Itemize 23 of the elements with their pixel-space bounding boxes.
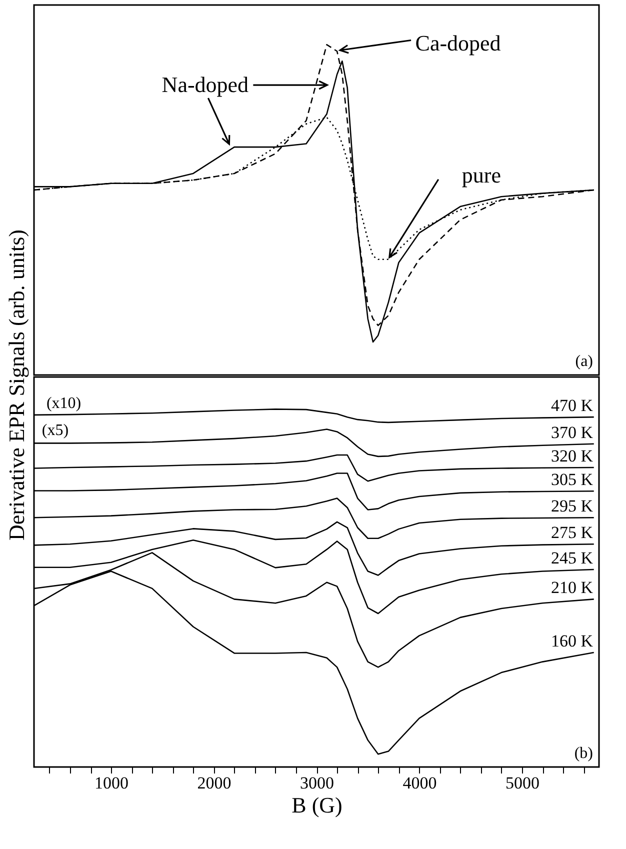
x-tick-label: 5000 bbox=[505, 774, 540, 792]
series-label: 245 K bbox=[550, 548, 594, 568]
y-axis-title: Derivative EPR Signals (arb. units) bbox=[4, 229, 29, 541]
x-tick-label: 4000 bbox=[402, 774, 437, 792]
x-tick-label: 3000 bbox=[300, 774, 334, 792]
series-label: 295 K bbox=[550, 496, 594, 516]
series-label: 320 K bbox=[550, 446, 594, 466]
x-tick-label: 1000 bbox=[94, 774, 129, 792]
series-label: 470 K bbox=[550, 396, 594, 416]
x-tick-label: 2000 bbox=[197, 774, 232, 792]
annotation: Ca-doped bbox=[415, 30, 501, 56]
series-label: 275 K bbox=[550, 523, 594, 542]
x-axis-title: B (G) bbox=[292, 792, 342, 818]
annotation: Na-doped bbox=[162, 72, 249, 98]
series-label: 370 K bbox=[550, 422, 594, 442]
series-label: 160 K bbox=[550, 632, 594, 651]
annotation: (b) bbox=[574, 745, 593, 762]
annotation: (x5) bbox=[42, 422, 69, 440]
annotation: (x10) bbox=[46, 394, 82, 412]
series-label: 210 K bbox=[550, 578, 594, 598]
annotation: pure bbox=[462, 162, 501, 188]
annotation: (a) bbox=[575, 353, 593, 370]
series-label: 305 K bbox=[550, 470, 594, 490]
